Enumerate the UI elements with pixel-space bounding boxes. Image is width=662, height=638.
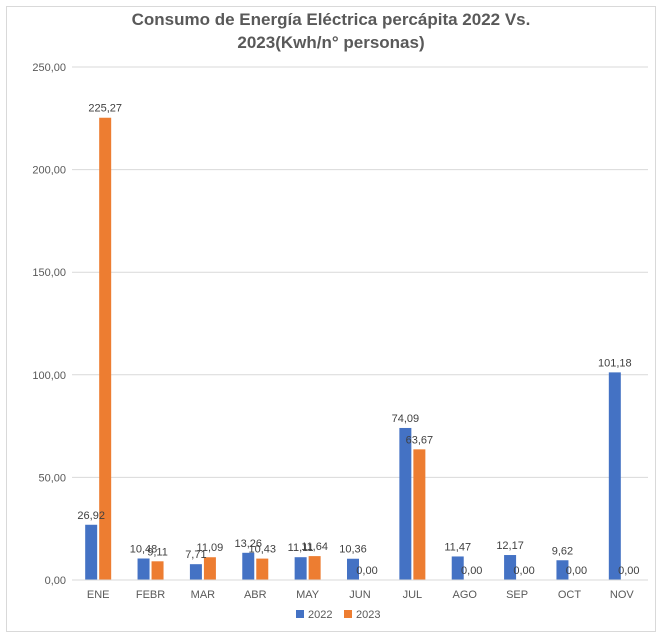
x-tick-label: ENE — [87, 589, 110, 601]
data-label-2023-may: 11,64 — [301, 541, 328, 553]
bar-2022-oct — [556, 560, 569, 580]
data-label-2022-mar: 7,71 — [185, 549, 206, 561]
x-tick-label: OCT — [558, 589, 582, 601]
data-label-2022-may: 11,11 — [288, 542, 314, 554]
data-label-2022-ago: 11,47 — [444, 541, 471, 553]
data-label-2022-sep: 12,17 — [496, 540, 524, 552]
bar-2022-ene — [85, 524, 98, 580]
data-label-2023-oct: 0,00 — [566, 565, 587, 577]
data-label-2023-mar: 11,09 — [197, 542, 224, 554]
y-tick-label: 150,00 — [32, 267, 66, 279]
data-label-2023-jun: 0,00 — [356, 565, 377, 577]
bar-2023-febr — [151, 561, 164, 580]
x-tick-label: AGO — [453, 589, 478, 601]
legend: 2022 2023 — [296, 609, 380, 621]
bar-2023-may — [308, 556, 321, 580]
data-label-2022-oct: 9,62 — [552, 545, 573, 557]
legend-swatch-2023 — [344, 610, 352, 618]
bar-2022-febr — [137, 558, 150, 580]
x-tick-label: JUN — [349, 589, 370, 601]
data-label-2023-ago: 0,00 — [461, 565, 482, 577]
data-label-2023-abr: 10,43 — [249, 544, 277, 556]
y-tick-label: 250,00 — [32, 62, 66, 74]
y-tick-label: 0,00 — [45, 575, 66, 587]
x-axis-ticks: ENE FEBR MAR ABR MAY JUN JUL AGO SEP OCT NOV — [72, 579, 648, 601]
data-label-2022-ene: 26,92 — [77, 510, 105, 522]
legend-swatch-2022 — [296, 610, 304, 618]
chart-frame — [6, 6, 656, 632]
data-label-2023-sep: 0,00 — [513, 565, 534, 577]
gridlines — [72, 66, 648, 581]
y-tick-label: 100,00 — [32, 370, 66, 382]
x-tick-label: MAY — [296, 589, 320, 601]
y-axis-ticks: 0,00 50,00 100,00 150,00 200,00 250,00 — [32, 62, 66, 587]
x-tick-label: MAR — [191, 589, 216, 601]
bar-2022-sep — [504, 555, 517, 580]
bar-2023-ene — [99, 117, 112, 580]
data-label-2023-nov: 0,00 — [618, 565, 639, 577]
data-label-2022-abr: 13,26 — [235, 538, 263, 550]
legend-label-2023: 2023 — [356, 609, 380, 621]
bar-2022-nov — [608, 372, 621, 580]
bar-2023-abr — [256, 558, 269, 580]
x-tick-label: FEBR — [136, 589, 165, 601]
data-label-2022-nov: 101,18 — [598, 357, 632, 369]
legend-label-2022: 2022 — [308, 609, 332, 621]
x-tick-label: JUL — [403, 589, 423, 601]
bar-2022-jun — [347, 558, 359, 580]
x-tick-label: ABR — [244, 589, 267, 601]
bar-2022-mar — [189, 564, 202, 580]
x-tick-label: SEP — [506, 589, 528, 601]
chart-title-line-1: Consumo de Energía Eléctrica percápita 2… — [131, 10, 531, 29]
bar-2023-mar — [203, 557, 216, 580]
bar-2022-ago — [451, 556, 464, 580]
data-label-2022-febr: 10,48 — [130, 543, 158, 555]
bars — [85, 117, 621, 580]
y-tick-label: 50,00 — [38, 472, 66, 484]
data-label-2023-ene: 225,27 — [88, 103, 122, 115]
bar-2022-abr — [242, 552, 255, 580]
bar-2022-jul — [399, 427, 412, 580]
bar-2022-may — [294, 557, 307, 580]
data-label-2023-jul: 63,67 — [406, 434, 434, 446]
chart-title-line-2: 2023(Kwh/n° personas) — [237, 33, 425, 52]
data-label-2022-jun: 10,36 — [339, 544, 367, 556]
data-label-2023-febr: 9,11 — [147, 546, 168, 558]
bar-2023-jul — [413, 449, 426, 580]
chart-title: Consumo de Energía Eléctrica percápita 2… — [0, 8, 662, 54]
data-label-2022-jul: 74,09 — [392, 413, 420, 425]
y-tick-label: 200,00 — [32, 165, 66, 177]
x-tick-label: NOV — [610, 589, 635, 601]
